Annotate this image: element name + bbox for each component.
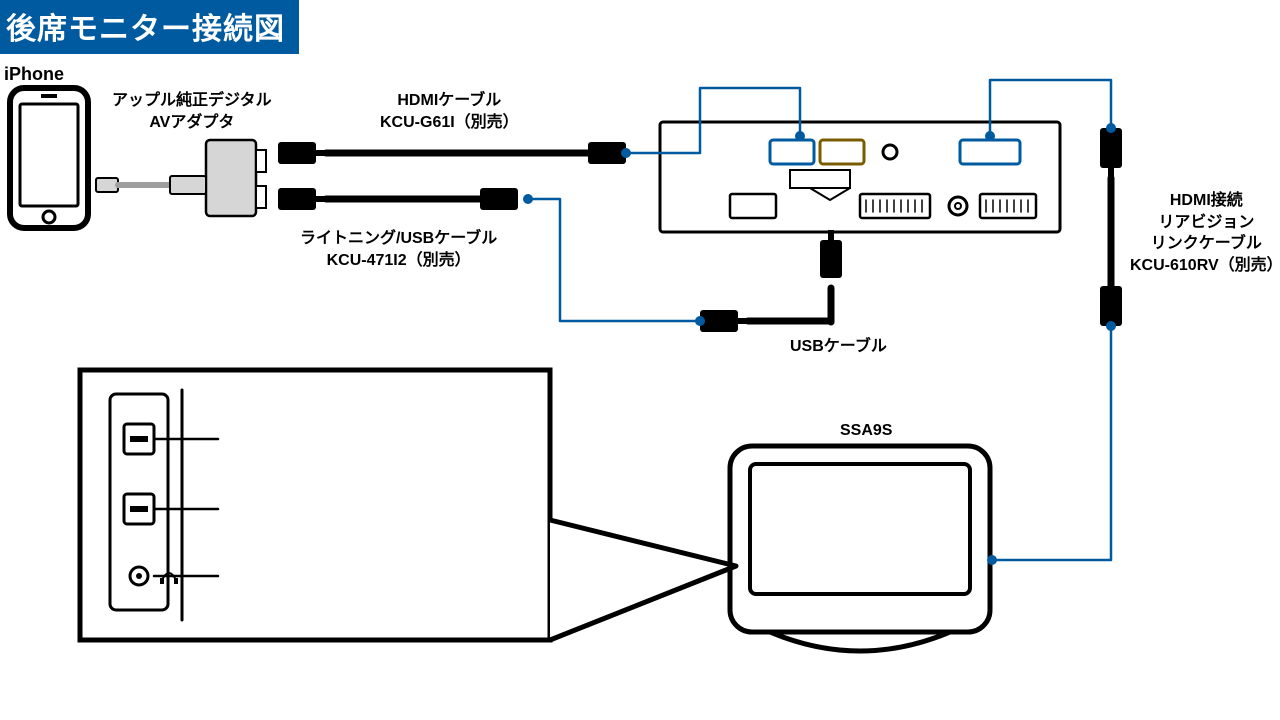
diagram-svg	[0, 0, 1280, 720]
diagram-canvas: 後席モニター接続図 iPhone アップル純正デジタルAVアダプタ HDMIケー…	[0, 0, 1280, 720]
